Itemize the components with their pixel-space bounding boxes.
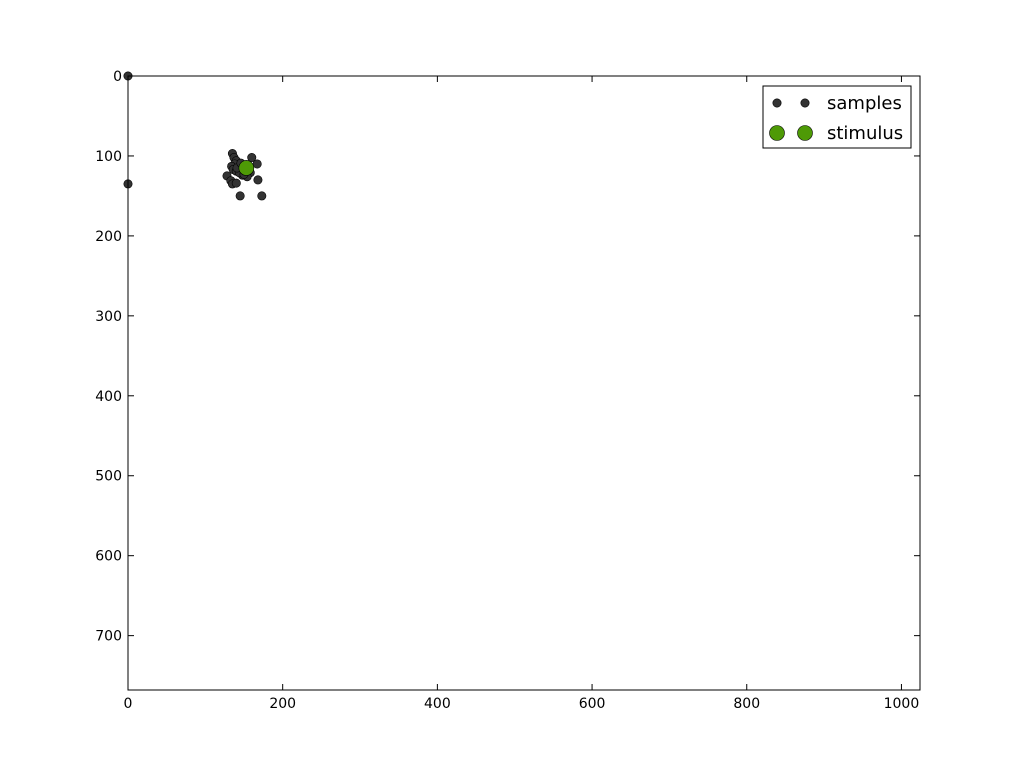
y-tick-label: 700 bbox=[95, 629, 122, 645]
x-tick-label: 200 bbox=[269, 696, 296, 712]
legend-marker-samples bbox=[800, 98, 810, 108]
x-tick-label: 400 bbox=[424, 696, 451, 712]
series-layer bbox=[123, 71, 267, 201]
legend-label-stimulus: stimulus bbox=[827, 123, 903, 144]
x-tick-label: 800 bbox=[733, 696, 760, 712]
y-tick-label: 400 bbox=[95, 389, 122, 405]
plot-frame bbox=[127, 75, 921, 691]
samples-point bbox=[253, 175, 263, 185]
x-tick-label: 0 bbox=[124, 696, 133, 712]
samples-point bbox=[257, 191, 267, 201]
x-tick-label: 1000 bbox=[884, 696, 920, 712]
axis-tick-labels: 0 200 400 600 800 1000 0 100 200 300 400 500 600 700 bbox=[95, 69, 919, 712]
axis-ticks bbox=[127, 75, 920, 690]
y-tick-label: 200 bbox=[95, 229, 122, 245]
samples-point bbox=[247, 153, 257, 163]
series-stimulus bbox=[238, 160, 255, 176]
y-tick-label: 500 bbox=[95, 469, 122, 485]
legend-marker-samples bbox=[772, 98, 782, 108]
legend: samples stimulus bbox=[762, 85, 912, 149]
stimulus-point bbox=[238, 160, 255, 176]
legend-marker-stimulus bbox=[797, 125, 813, 141]
y-tick-label: 600 bbox=[95, 549, 122, 565]
x-tick-label: 600 bbox=[579, 696, 606, 712]
legend-label-samples: samples bbox=[827, 93, 902, 114]
y-tick-label: 100 bbox=[95, 149, 122, 165]
y-tick-label: 300 bbox=[95, 309, 122, 325]
legend-marker-stimulus bbox=[769, 125, 785, 141]
samples-point bbox=[252, 159, 262, 169]
legend-box bbox=[762, 85, 912, 149]
samples-point bbox=[235, 191, 245, 201]
y-tick-label: 0 bbox=[113, 69, 122, 85]
samples-point bbox=[231, 178, 241, 188]
